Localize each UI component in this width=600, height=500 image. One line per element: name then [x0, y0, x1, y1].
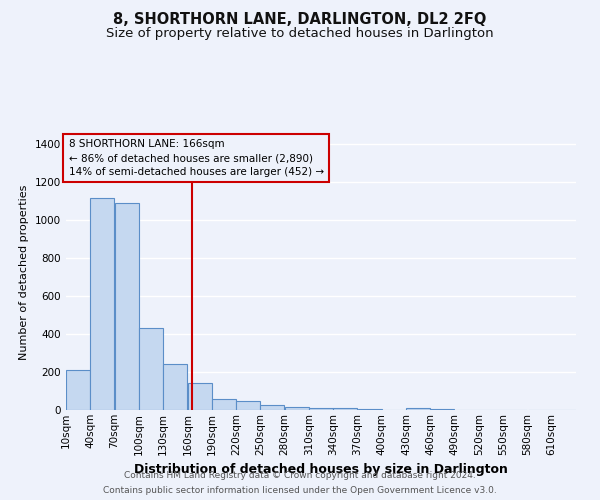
X-axis label: Distribution of detached houses by size in Darlington: Distribution of detached houses by size … — [134, 463, 508, 476]
Bar — [188, 384, 212, 410]
Text: 8 SHORTHORN LANE: 166sqm
← 86% of detached houses are smaller (2,890)
14% of sem: 8 SHORTHORN LANE: 166sqm ← 86% of detach… — [68, 139, 323, 177]
Bar — [91, 198, 115, 410]
Bar — [139, 328, 163, 410]
Bar — [115, 204, 139, 410]
Bar — [309, 408, 333, 410]
Text: Contains HM Land Registry data © Crown copyright and database right 2024.: Contains HM Land Registry data © Crown c… — [124, 471, 476, 480]
Bar — [430, 409, 454, 410]
Y-axis label: Number of detached properties: Number of detached properties — [19, 185, 29, 360]
Bar — [163, 364, 187, 410]
Bar — [212, 398, 236, 410]
Bar — [285, 407, 308, 410]
Bar — [260, 406, 284, 410]
Text: 8, SHORTHORN LANE, DARLINGTON, DL2 2FQ: 8, SHORTHORN LANE, DARLINGTON, DL2 2FQ — [113, 12, 487, 28]
Bar — [406, 408, 430, 410]
Text: Contains public sector information licensed under the Open Government Licence v3: Contains public sector information licen… — [103, 486, 497, 495]
Bar — [66, 370, 90, 410]
Text: Size of property relative to detached houses in Darlington: Size of property relative to detached ho… — [106, 28, 494, 40]
Bar — [236, 400, 260, 410]
Bar — [358, 409, 382, 410]
Bar — [334, 408, 357, 410]
